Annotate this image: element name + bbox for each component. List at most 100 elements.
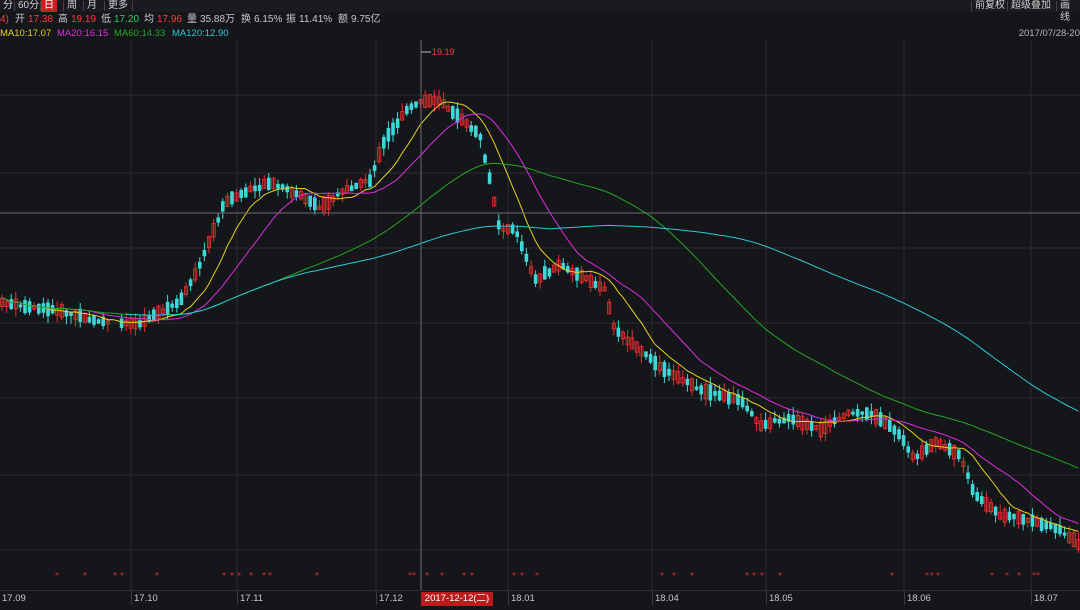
candle-body xyxy=(179,292,184,306)
candle-body xyxy=(175,298,179,309)
candle-body xyxy=(198,261,202,269)
candle-body xyxy=(1044,521,1048,530)
signal-marker: * xyxy=(745,571,749,580)
candle-body xyxy=(579,269,584,284)
candle-body xyxy=(933,437,938,447)
signal-marker: * xyxy=(120,571,124,580)
avg-value: 17.96 xyxy=(157,14,183,25)
candle-body xyxy=(676,371,681,384)
candle-body xyxy=(160,308,166,314)
candle-body xyxy=(648,354,653,363)
candle-body xyxy=(625,336,630,346)
candle-body xyxy=(975,492,979,501)
quote-prefix: 4) xyxy=(0,14,9,25)
candle-body xyxy=(4,300,9,307)
candle-body xyxy=(777,418,782,424)
tab-minute[interactable]: 分 xyxy=(3,0,13,11)
x-label: 17.09 xyxy=(2,593,26,604)
amplitude-label: 振 xyxy=(286,14,296,25)
candle-body xyxy=(349,185,354,192)
candle-body xyxy=(50,305,55,314)
signal-marker: * xyxy=(55,571,59,580)
candle-body xyxy=(183,286,189,296)
forward-adjust-button[interactable]: 前复权 xyxy=(975,0,1005,11)
tab-monthly[interactable]: 月 xyxy=(87,0,97,11)
x-label: 18.01 xyxy=(511,593,535,604)
candle-body xyxy=(855,409,860,417)
ma-line-120 xyxy=(126,224,1079,412)
signal-marker: * xyxy=(930,571,934,580)
candle-body xyxy=(409,103,414,110)
candle-body xyxy=(436,96,442,105)
candle-body xyxy=(897,429,901,440)
candle-body xyxy=(391,122,395,136)
candle-body xyxy=(188,279,193,287)
signal-marker: * xyxy=(408,571,412,580)
candle-body xyxy=(1039,517,1044,531)
divider xyxy=(1056,1,1057,11)
candle-body xyxy=(363,179,368,184)
candle-body xyxy=(216,217,220,223)
signal-marker: * xyxy=(760,571,764,580)
divider xyxy=(104,1,105,11)
signal-marker: * xyxy=(1017,571,1021,580)
candle-body xyxy=(276,183,280,189)
tab-daily[interactable]: 日 xyxy=(41,0,57,12)
tab-more[interactable]: 更多 xyxy=(108,0,128,11)
candle-body xyxy=(713,391,717,396)
x-label: 18.05 xyxy=(769,593,793,604)
candle-body xyxy=(221,201,225,212)
tab-60min[interactable]: 60分 xyxy=(18,0,40,11)
candle-body xyxy=(400,110,405,121)
candle-body xyxy=(800,415,805,431)
candle-body xyxy=(980,496,984,505)
candle-body xyxy=(156,305,161,320)
candle-body xyxy=(138,320,142,328)
high-marker-label: 19.19 xyxy=(432,47,455,57)
candle-body xyxy=(538,273,543,283)
candle-body xyxy=(41,303,46,313)
volume-value: 35.88万 xyxy=(200,14,236,25)
candle-body xyxy=(382,136,386,149)
candle-body xyxy=(124,319,129,327)
candle-body xyxy=(588,274,593,288)
candle-body xyxy=(795,414,800,427)
candle-body xyxy=(487,172,492,184)
candle-body xyxy=(846,409,851,416)
signal-marker: * xyxy=(412,571,416,580)
candle-body xyxy=(267,177,271,190)
signal-marker: * xyxy=(1005,571,1009,580)
x-label: 18.06 xyxy=(907,593,931,604)
x-label: 18.04 xyxy=(655,593,679,604)
signal-marker: * xyxy=(425,571,429,580)
candle-body xyxy=(147,315,151,322)
candle-body xyxy=(326,194,331,210)
candle-body xyxy=(524,253,529,262)
grid xyxy=(0,40,1080,590)
candle-body xyxy=(551,264,557,273)
candlestick-chart[interactable]: 19.19 * * * * * * * * * * * * * * * * * * * * * * * * * * * * * * * * * *… xyxy=(0,40,1080,590)
candle-body xyxy=(823,420,828,434)
divider xyxy=(63,1,64,11)
candle-body xyxy=(662,361,667,378)
super-overlay-button[interactable]: 超级叠加 xyxy=(1011,0,1051,11)
candle-body xyxy=(957,449,961,460)
avg-label: 均 xyxy=(144,14,154,25)
candle-body xyxy=(616,327,621,337)
candle-body xyxy=(1053,523,1058,534)
candle-body xyxy=(483,154,487,163)
candle-body xyxy=(528,266,534,274)
draw-line-button[interactable]: 画线 xyxy=(1060,0,1070,23)
candle-body xyxy=(644,351,648,358)
candle-body xyxy=(910,452,915,461)
candle-body xyxy=(841,413,846,419)
candle-body xyxy=(892,425,897,435)
divider xyxy=(1007,1,1008,11)
candle-body xyxy=(915,453,920,460)
candle-body xyxy=(119,318,124,328)
candle-body xyxy=(607,301,612,315)
high-label: 高 xyxy=(58,14,68,25)
candle-body xyxy=(1021,514,1025,525)
candle-body xyxy=(703,383,708,400)
tab-weekly[interactable]: 周 xyxy=(67,0,77,11)
